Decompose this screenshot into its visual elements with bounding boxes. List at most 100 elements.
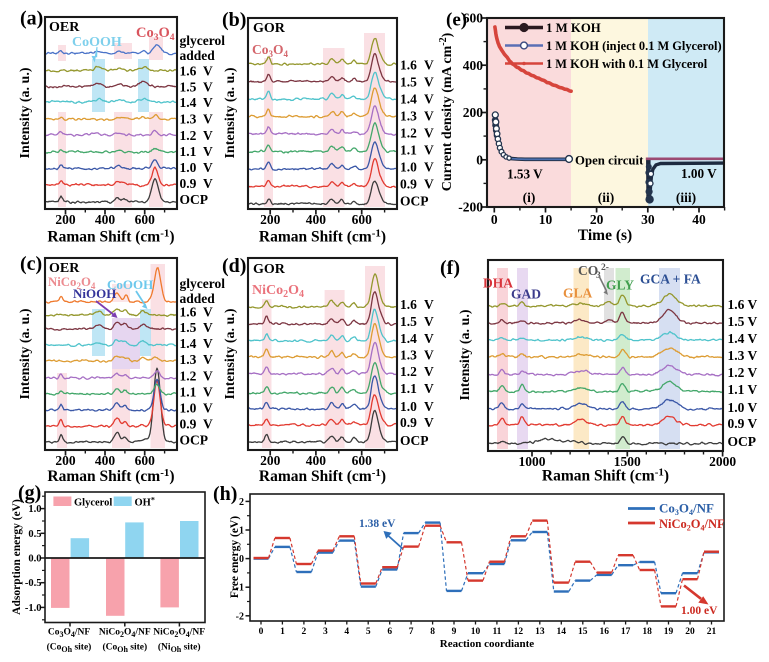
svg-text:V: V [203, 95, 213, 110]
svg-text:V: V [203, 336, 213, 351]
svg-text:1.6: 1.6 [400, 58, 417, 73]
svg-text:11: 11 [492, 627, 501, 637]
svg-text:2: 2 [239, 497, 244, 508]
svg-text:OH*: OH* [135, 496, 155, 509]
svg-text:-0.5: -0.5 [25, 578, 42, 589]
svg-text:Intensity (a. u.): Intensity (a. u.) [223, 67, 238, 158]
svg-text:20: 20 [685, 627, 695, 637]
svg-text:CoOOH: CoOOH [107, 277, 153, 292]
svg-text:V: V [424, 177, 434, 192]
svg-text:V: V [203, 80, 213, 95]
svg-text:40: 40 [692, 212, 706, 227]
svg-text:Free energy (eV): Free energy (eV) [229, 516, 241, 598]
svg-text:1.2: 1.2 [180, 128, 197, 143]
svg-text:Reaction coordiante: Reaction coordiante [440, 638, 535, 650]
svg-text:glycerol: glycerol [180, 276, 226, 291]
svg-text:1 M KOH with 0.1 M Glycerol: 1 M KOH with 0.1 M Glycerol [546, 57, 708, 71]
svg-text:0.5: 0.5 [28, 529, 41, 540]
svg-text:V: V [203, 63, 213, 78]
svg-text:OCP: OCP [728, 434, 757, 449]
svg-text:(g): (g) [18, 482, 41, 504]
svg-text:1.5: 1.5 [180, 80, 197, 95]
svg-text:15: 15 [578, 627, 588, 637]
svg-text:1000: 1000 [519, 454, 546, 469]
svg-text:1: 1 [239, 526, 244, 537]
svg-text:added: added [180, 48, 216, 63]
svg-text:1.2: 1.2 [180, 369, 197, 384]
svg-text:1.1: 1.1 [180, 385, 197, 400]
svg-text:1.0: 1.0 [400, 160, 417, 175]
svg-text:(d): (d) [222, 255, 246, 277]
svg-text:400: 400 [95, 453, 116, 468]
svg-text:1.3: 1.3 [180, 112, 197, 127]
svg-text:200: 200 [260, 212, 281, 227]
svg-text:1 M KOH (inject 0.1 M Glycerol: 1 M KOH (inject 0.1 M Glycerol) [546, 39, 722, 53]
svg-text:V: V [424, 314, 434, 329]
svg-text:1.6 V: 1.6 V [728, 297, 758, 312]
svg-text:(a): (a) [20, 8, 43, 30]
svg-text:-2: -2 [236, 611, 244, 622]
svg-text:(b): (b) [222, 9, 246, 31]
svg-text:OCP: OCP [180, 433, 209, 448]
svg-text:0.9: 0.9 [180, 176, 197, 191]
svg-text:5: 5 [366, 627, 371, 637]
svg-text:1.0: 1.0 [180, 401, 197, 416]
svg-text:1.2 V: 1.2 V [728, 365, 758, 380]
svg-text:2: 2 [302, 627, 307, 637]
svg-text:OER: OER [49, 20, 80, 35]
svg-text:V: V [424, 92, 434, 107]
svg-text:2-: 2- [601, 263, 609, 273]
svg-text:CO: CO [578, 263, 598, 278]
svg-text:V: V [203, 128, 213, 143]
svg-text:V: V [424, 58, 434, 73]
svg-text:(i): (i) [523, 190, 536, 205]
svg-text:1: 1 [280, 627, 285, 637]
svg-text:Intensity (a. u.): Intensity (a. u.) [18, 308, 33, 399]
svg-text:200: 200 [463, 105, 484, 120]
svg-text:1.1 V: 1.1 V [728, 382, 758, 397]
svg-text:Raman Shift (cm-1): Raman Shift (cm-1) [259, 228, 386, 246]
svg-text:V: V [424, 126, 434, 141]
svg-text:V: V [424, 331, 434, 346]
svg-text:(CoOh site): (CoOh site) [102, 642, 147, 655]
svg-text:14: 14 [557, 627, 567, 637]
svg-text:Co3O4/NF: Co3O4/NF [48, 628, 91, 640]
svg-text:V: V [203, 385, 213, 400]
svg-text:-1: -1 [236, 583, 244, 594]
svg-text:600: 600 [463, 11, 484, 26]
svg-text:V: V [424, 381, 434, 396]
svg-text:1.2: 1.2 [400, 364, 417, 379]
svg-text:200: 200 [55, 453, 76, 468]
svg-text:30: 30 [641, 212, 655, 227]
svg-text:V: V [424, 415, 434, 430]
svg-text:V: V [203, 176, 213, 191]
svg-text:17: 17 [621, 627, 631, 637]
svg-text:1.4: 1.4 [180, 336, 197, 351]
svg-text:0: 0 [259, 627, 264, 637]
svg-text:600: 600 [352, 212, 373, 227]
svg-text:(iii): (iii) [676, 190, 696, 205]
svg-text:NiCo2O4/NF: NiCo2O4/NF [99, 628, 151, 640]
svg-text:V: V [203, 352, 213, 367]
svg-text:6: 6 [387, 627, 392, 637]
svg-text:OCP: OCP [400, 433, 429, 448]
svg-text:600: 600 [135, 212, 156, 227]
svg-text:1.5: 1.5 [180, 320, 197, 335]
svg-text:Co3O4/NF: Co3O4/NF [659, 501, 714, 518]
svg-text:V: V [203, 369, 213, 384]
svg-text:1.00 V: 1.00 V [681, 166, 717, 181]
svg-text:1.5: 1.5 [400, 314, 417, 329]
svg-text:GCA + FA: GCA + FA [640, 272, 701, 287]
svg-text:OCP: OCP [400, 194, 429, 209]
svg-text:1.1: 1.1 [180, 144, 197, 159]
svg-text:1.38 eV: 1.38 eV [359, 518, 396, 530]
svg-text:0.0: 0.0 [28, 554, 41, 565]
svg-text:Adsorption energy (eV): Adsorption energy (eV) [11, 499, 23, 615]
svg-text:1.0 V: 1.0 V [728, 400, 758, 415]
svg-text:400: 400 [463, 58, 484, 73]
svg-text:1.5 V: 1.5 V [728, 314, 758, 329]
svg-text:Raman Shift (cm-1): Raman Shift (cm-1) [47, 228, 174, 246]
svg-text:V: V [203, 160, 213, 175]
svg-text:(CoOh site): (CoOh site) [47, 642, 92, 655]
svg-text:NiOOH: NiOOH [73, 286, 116, 301]
